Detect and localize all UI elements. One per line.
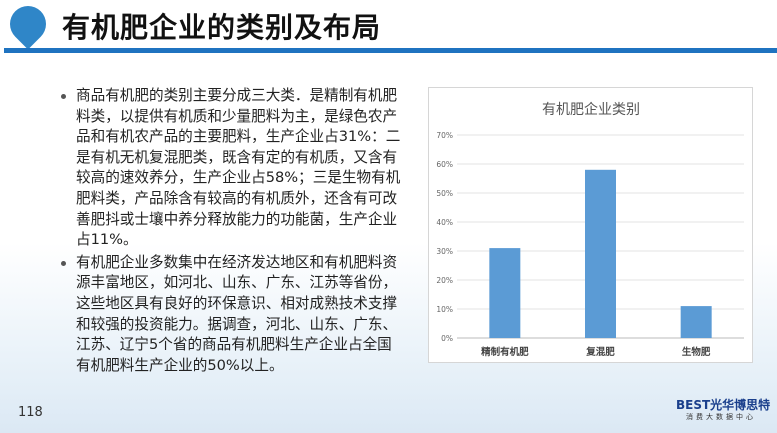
bullet-line: 品和有机农产品的主要肥料，生产企业占31%：二 <box>76 128 401 146</box>
bullet-line: 善肥抖或士壤中养分释放能力的功能菌，生产企业 <box>76 210 398 228</box>
y-tick-label: 30% <box>436 247 453 256</box>
x-tick-label: 复混肥 <box>585 346 615 358</box>
bullet-line: 较高的速效养分，生产企业占58%；三是生物有机 <box>76 169 401 187</box>
brand-subtitle: 消费大数据中心 <box>686 413 756 421</box>
logo-icon <box>2 0 54 50</box>
brand-logo: BEST光华博思特 <box>676 398 771 412</box>
body-text: 商品有机肥的类别主要分成三大类．是精制有机肥 料类，以提供有机质和少量肥料为主，是… <box>58 86 408 378</box>
bullet-line: 是有机无机复混肥类，既含有定的有机质，又含有 <box>76 148 398 166</box>
bullet-line: 肥料类，产品除含有较高的有机质外，还含有可改 <box>76 189 398 207</box>
bar-精制有机肥 <box>489 248 521 338</box>
bullet-line: 有机肥企业多数集中在经济发达地区和有机肥料资 <box>76 253 398 271</box>
bullet-line: 江苏、辽宁5个省的商品有机肥料生产企业占全国 <box>76 336 392 354</box>
header-divider <box>4 48 777 53</box>
bar-复混肥 <box>585 169 616 338</box>
chart-title: 有机肥企业类别 <box>542 101 640 118</box>
page-number: 118 <box>18 405 43 420</box>
bar-生物肥 <box>680 306 712 338</box>
bullet-line: 和较强的投资能力。据调查，河北、山东、广东、 <box>76 315 398 333</box>
y-tick-label: 50% <box>436 189 453 198</box>
y-tick-label: 40% <box>436 218 453 227</box>
y-tick-label: 70% <box>436 131 453 140</box>
bullet-line: 占11%。 <box>76 231 138 249</box>
bullet-distribution: 有机肥企业多数集中在经济发达地区和有机肥料资 源丰富地区，如河北、山东、广东、江苏… <box>58 253 408 377</box>
y-tick-label: 60% <box>436 160 453 169</box>
x-tick-label: 生物肥 <box>682 346 711 358</box>
bullet-line: 有机肥料生产企业的50%以上。 <box>76 356 284 374</box>
bullet-line: 这些地区具有良好的环保意识、相对成熟技术支撑 <box>76 294 398 312</box>
y-tick-label: 20% <box>436 276 453 285</box>
y-tick-label: 10% <box>436 305 453 314</box>
bullet-line: 料类，以提供有机质和少量肥料为主，是绿色农产 <box>76 107 398 125</box>
bullet-line: 商品有机肥的类别主要分成三大类．是精制有机肥 <box>76 87 398 104</box>
y-tick-label: 0% <box>441 334 453 343</box>
bullet-line: 源丰富地区，如河北、山东、广东、江苏等省份， <box>76 274 398 292</box>
x-tick-label: 精制有机肥 <box>481 346 529 358</box>
bullet-categories: 商品有机肥的类别主要分成三大类．是精制有机肥 料类，以提供有机质和少量肥料为主，是… <box>58 86 408 251</box>
page-title: 有机肥企业的类别及布局 <box>62 11 382 44</box>
bar-chart: 有机肥企业类别 0% 10% 20% 30% 40% 50% 60% 70% 精制有机肥 复混肥 生物… <box>428 87 753 363</box>
chart-svg: 有机肥企业类别 0% 10% 20% 30% 40% 50% 60% 70% 精制有机肥 复混肥 生物… <box>436 101 744 358</box>
